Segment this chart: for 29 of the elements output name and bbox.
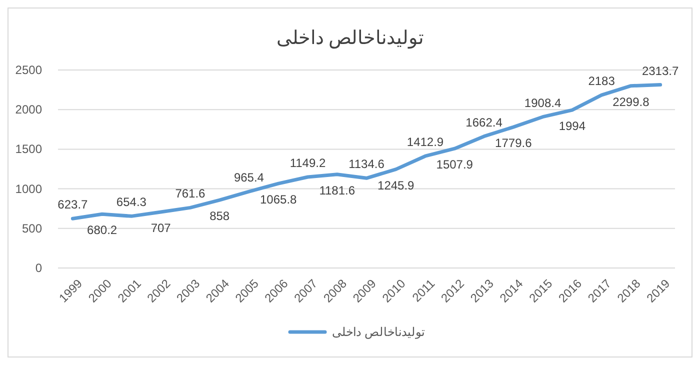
data-label: 1994	[558, 119, 586, 134]
y-tick-label: 0	[35, 261, 42, 275]
y-tick-label: 1000	[15, 182, 42, 196]
data-label: 2183	[588, 74, 616, 88]
chart-title: تولیدناخالص داخلی	[276, 28, 424, 49]
y-tick-label: 2500	[15, 63, 42, 77]
data-label: 623.7	[58, 198, 88, 212]
data-label: 1507.9	[436, 158, 474, 172]
data-label: 1134.6	[348, 157, 385, 172]
data-label: 654.3	[116, 195, 147, 210]
data-label: 1149.2	[290, 156, 326, 170]
y-tick-label: 1500	[15, 142, 42, 156]
y-tick-label: 500	[22, 221, 42, 236]
data-label: 858	[210, 209, 230, 224]
data-label: 1908.4	[524, 96, 562, 110]
y-tick-label: 2000	[15, 102, 42, 117]
data-label: 1662.4	[466, 115, 503, 130]
data-label: 1181.6	[319, 183, 356, 198]
data-label: 1245.9	[378, 178, 415, 192]
data-label: 707	[150, 221, 172, 236]
data-label: 680.2	[87, 223, 118, 238]
data-label: 2299.8	[612, 94, 650, 109]
data-label: 1412.9	[406, 135, 444, 150]
data-label: 1065.8	[260, 192, 298, 207]
data-label: 2313.7	[642, 64, 679, 78]
data-label: 965.4	[234, 170, 264, 185]
data-label: 1779.6	[495, 136, 532, 150]
data-label: 761.6	[175, 186, 206, 201]
legend-label: تولیدناخالص داخلی	[332, 325, 424, 339]
